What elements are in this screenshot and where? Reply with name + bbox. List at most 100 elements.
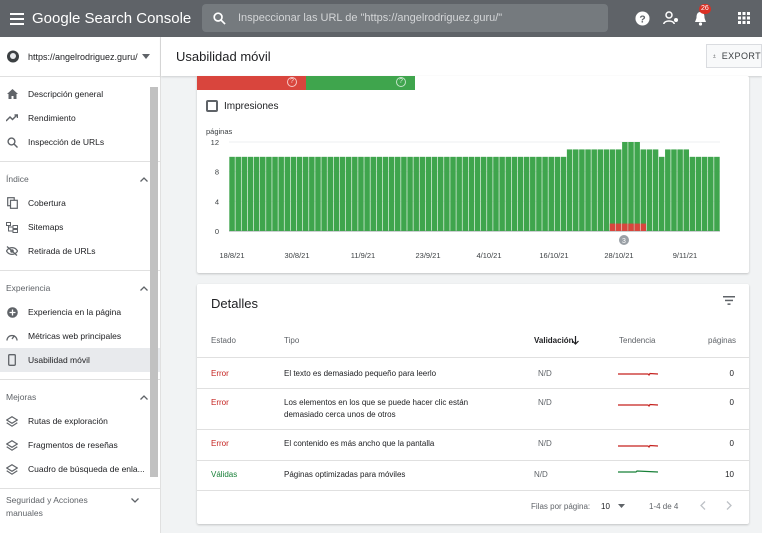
search-icon (213, 11, 226, 25)
table-row[interactable]: Error El texto es demasiado pequeño para… (197, 357, 749, 388)
url-inspection-search[interactable] (202, 4, 608, 32)
sidebar-divider (0, 379, 160, 380)
bar-valid (437, 156, 444, 231)
svg-text:?: ? (639, 14, 645, 25)
property-selector[interactable]: https://angelrodriguez.guru/ (0, 37, 160, 77)
sidebar-item-cobertura[interactable]: Cobertura (0, 191, 160, 215)
chevron-right-icon[interactable] (726, 501, 732, 510)
x-tick-label: 28/10/21 (604, 251, 633, 260)
filter-list-icon[interactable] (723, 296, 735, 305)
sidebar-item-sitemaps[interactable]: Sitemaps (0, 215, 160, 239)
annotation-marker[interactable] (619, 235, 629, 245)
bar-valid (517, 156, 524, 231)
sidebar-scrollbar[interactable] (150, 87, 158, 477)
bar-valid (253, 156, 260, 231)
site-favicon-icon (7, 50, 19, 63)
sidebar-item-cuadro-busqueda[interactable]: Cuadro de búsqueda de enla... (0, 457, 160, 481)
table-row[interactable]: Error El contenido es más ancho que la p… (197, 429, 749, 460)
bar-valid (309, 156, 315, 231)
export-button[interactable]: EXPORT (706, 44, 762, 68)
search-input[interactable] (238, 12, 598, 24)
sidebar-item-fragmentos-resenas[interactable]: Fragmentos de reseñas (0, 433, 160, 457)
bar-valid (382, 156, 389, 231)
bar-valid (321, 156, 327, 231)
error-summary-tile[interactable]: ? (197, 76, 306, 90)
status-text: Error (211, 369, 229, 378)
notifications-icon[interactable]: 26 (690, 4, 711, 28)
bar-valid (358, 156, 364, 231)
y-tick-label: 8 (215, 168, 219, 177)
bar-valid (425, 156, 432, 231)
trend-sparkline (618, 372, 658, 376)
bar-valid (431, 156, 438, 231)
sidebar-item-descripcion-general[interactable]: Descripción general (0, 82, 160, 106)
layers-icon (6, 463, 18, 475)
y-axis-label: páginas (206, 127, 233, 136)
sidebar-item-experiencia-pagina[interactable]: Experiencia en la página (0, 300, 160, 324)
file-copy-icon (6, 197, 18, 209)
sidebar-item-rutas-exploracion[interactable]: Rutas de exploración (0, 409, 160, 433)
app-logo[interactable]: Google Search Console (32, 10, 192, 27)
section-mejoras[interactable]: Mejoras (0, 385, 160, 409)
validation-value: N/D (538, 398, 552, 407)
details-title: Detalles (211, 296, 258, 311)
chevron-left-icon[interactable] (700, 501, 706, 510)
col-validacion[interactable]: Validación (534, 336, 574, 345)
status-text: Válidas (211, 470, 238, 479)
menu-icon[interactable] (4, 6, 30, 32)
dropdown-caret-icon[interactable] (618, 504, 625, 508)
bar-valid (339, 156, 346, 231)
smartphone-icon (6, 354, 18, 366)
apps-grid-icon[interactable] (734, 8, 754, 28)
valid-summary-tile[interactable]: ? (306, 76, 415, 90)
sidebar-item-metricas-web[interactable]: Métricas web principales (0, 324, 160, 348)
col-paginas[interactable]: páginas (708, 336, 737, 345)
bar-valid (333, 156, 340, 231)
col-estado[interactable]: Estado (211, 336, 236, 345)
manage-users-icon[interactable] (661, 8, 681, 28)
bar-error (615, 223, 622, 231)
sidebar-item-rendimiento[interactable]: Rendimiento (0, 106, 160, 130)
page-title: Usabilidad móvil (176, 49, 271, 64)
layers-icon (6, 439, 18, 451)
col-tipo[interactable]: Tipo (284, 336, 300, 345)
impresiones-checkbox[interactable]: Impresiones (206, 100, 278, 112)
y-tick-label: 12 (211, 138, 219, 147)
bar-valid (708, 156, 714, 231)
trend-sparkline (618, 403, 658, 407)
arrow-down-icon[interactable] (572, 336, 579, 345)
col-tendencia[interactable]: Tendencia (619, 336, 656, 345)
dropdown-caret-icon (142, 54, 150, 59)
sidebar-item-retirada-urls[interactable]: Retirada de URLs (0, 239, 160, 263)
x-tick-label: 9/11/21 (673, 251, 697, 260)
issue-type: Páginas optimizadas para móviles (284, 470, 406, 479)
section-indice[interactable]: Índice (0, 167, 160, 191)
rows-per-page-label: Filas por página: (531, 502, 591, 511)
help-circle-icon[interactable]: ? (287, 77, 297, 87)
bar-valid (352, 156, 358, 231)
bar-valid (573, 149, 579, 231)
notification-count-badge: 26 (699, 4, 711, 14)
chevron-up-icon (140, 285, 148, 291)
table-row[interactable]: Error Los elementos en los que se puede … (197, 388, 749, 429)
checkbox-box[interactable] (206, 100, 218, 112)
table-row[interactable]: Válidas Páginas optimizadas para móviles… (197, 460, 749, 491)
bar-valid (530, 156, 536, 231)
help-icon[interactable]: ? (632, 8, 652, 28)
bar-valid (677, 149, 683, 231)
sidebar-divider (0, 270, 160, 271)
rows-per-page-select[interactable]: 10 (601, 502, 610, 511)
bar-chart: 0 4 8 12 3 18/8/21 30/8/21 11/9/21 23/9/21 4/10/2… (211, 138, 720, 260)
bar-valid (302, 156, 309, 231)
bar-valid (554, 156, 561, 231)
help-circle-icon[interactable]: ? (396, 77, 406, 87)
section-seguridad[interactable]: Seguridad y Acciones manuales (0, 494, 160, 520)
bar-valid (474, 156, 481, 231)
page-header: Usabilidad móvil EXPORT (161, 37, 762, 76)
sidebar-item-usabilidad-movil[interactable]: Usabilidad móvil (0, 348, 160, 372)
x-tick-label: 30/8/21 (284, 251, 309, 260)
bar-valid (413, 156, 419, 231)
bar-valid (407, 156, 413, 231)
section-experiencia[interactable]: Experiencia (0, 276, 160, 300)
sidebar-item-inspeccion-urls[interactable]: Inspección de URLs (0, 130, 160, 154)
